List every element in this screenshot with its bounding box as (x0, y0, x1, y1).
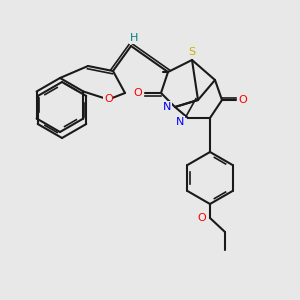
Text: S: S (188, 47, 196, 57)
Text: N: N (176, 117, 184, 127)
Text: O: O (198, 213, 206, 223)
Text: O: O (238, 95, 247, 105)
Text: O: O (104, 94, 113, 104)
Text: O: O (134, 88, 142, 98)
Text: H: H (130, 33, 138, 43)
Text: N: N (163, 102, 171, 112)
